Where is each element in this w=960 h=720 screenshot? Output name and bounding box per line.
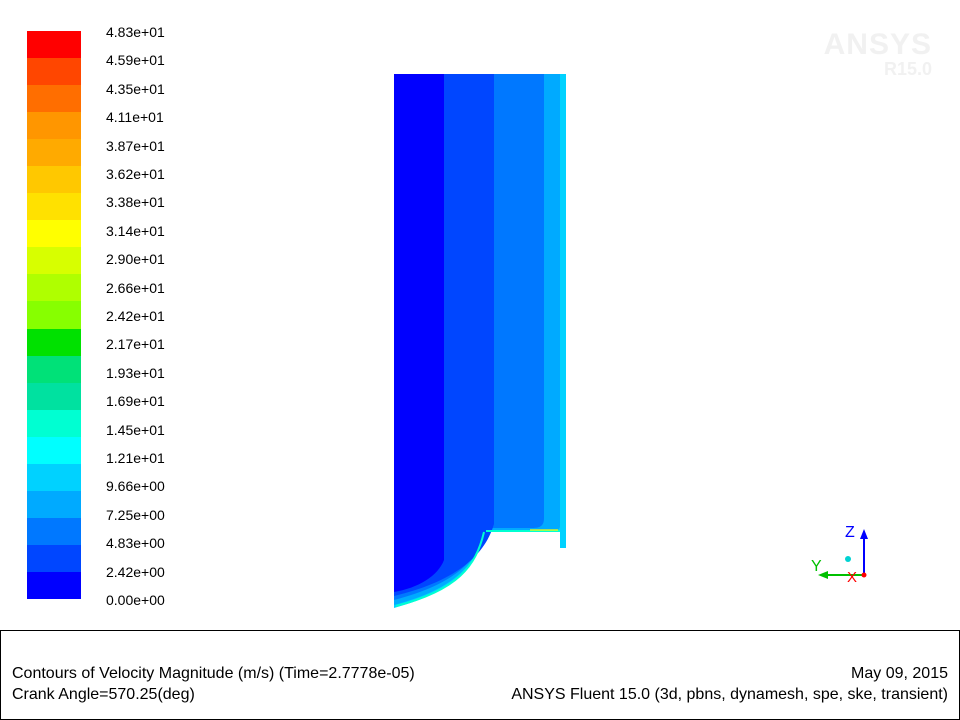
color-legend-swatch [27, 58, 81, 86]
solver-info: ANSYS Fluent 15.0 (3d, pbns, dynamesh, s… [511, 686, 948, 703]
color-legend-labels: 4.83e+01 4.59e+01 4.35e+01 4.11e+01 3.87e+01… [106, 0, 226, 620]
color-legend-label: 3.87e+01 [106, 137, 165, 154]
color-legend-swatch [27, 436, 81, 465]
y-axis-label: Y [811, 558, 822, 575]
crank-angle-text: Crank Angle=570.25(deg) [12, 686, 195, 703]
x-axis-label: X [847, 569, 857, 586]
color-legend-label: 9.66e+00 [106, 478, 165, 495]
y-axis-arrowhead [818, 571, 828, 579]
color-legend-swatch [27, 490, 81, 519]
color-legend-swatch [27, 247, 81, 275]
color-legend-label: 2.17e+01 [106, 336, 165, 353]
color-legend-label: 1.45e+01 [106, 421, 165, 438]
color-legend-label: 2.42e+00 [106, 563, 165, 580]
color-legend-swatch [27, 517, 81, 546]
plot-date: May 09, 2015 [851, 665, 948, 682]
plot-title: Contours of Velocity Magnitude (m/s) (Ti… [12, 665, 415, 682]
color-legend-swatch [27, 382, 81, 411]
color-legend-label: 4.35e+01 [106, 80, 165, 97]
color-legend-swatch [27, 220, 81, 248]
contour-edge-lower-wall [395, 531, 485, 607]
color-legend-label: 1.21e+01 [106, 450, 165, 466]
axis-origin-dot [845, 556, 851, 562]
color-legend-swatch [27, 301, 81, 330]
color-legend-label: 2.42e+01 [106, 308, 165, 324]
plot-info-footer: Contours of Velocity Magnitude (m/s) (Ti… [0, 630, 960, 720]
color-legend-swatch [27, 193, 81, 221]
watermark-version: R15.0 [883, 59, 932, 79]
color-legend-swatch [27, 571, 81, 600]
color-legend-label: 4.83e+01 [106, 24, 165, 40]
watermark-brand: ANSYS [823, 28, 932, 61]
color-legend-label: 3.14e+01 [106, 222, 165, 239]
color-legend-swatch [27, 166, 81, 194]
color-legend-swatch [27, 274, 81, 302]
color-legend-swatch [27, 355, 81, 384]
color-legend-label: 1.69e+01 [106, 393, 165, 410]
color-legend-swatch [27, 112, 81, 140]
color-legend-label: 3.38e+01 [106, 194, 165, 211]
color-legend-swatch [27, 85, 81, 113]
contour-core [394, 74, 444, 592]
color-legend-label: 3.62e+01 [106, 166, 165, 182]
color-legend-label: 2.90e+01 [106, 251, 165, 268]
axis-triad[interactable]: Z Y X [800, 515, 880, 595]
color-legend-label: 4.59e+01 [106, 52, 165, 69]
color-legend-label: 4.11e+01 [106, 109, 164, 126]
velocity-contour-plot[interactable] [380, 60, 580, 620]
z-axis-label: Z [845, 524, 855, 541]
color-legend-swatch [27, 31, 81, 59]
ansys-watermark: ANSYS R15.0 [823, 28, 932, 79]
color-legend-label: 7.25e+00 [106, 506, 165, 523]
color-legend-label: 4.83e+00 [106, 535, 165, 552]
z-axis-arrowhead [860, 529, 868, 539]
color-legend-swatch [27, 409, 81, 438]
color-legend-swatch [27, 463, 81, 492]
color-legend-bar [27, 31, 81, 600]
color-legend-label: 1.93e+01 [106, 364, 165, 381]
color-legend-label: 0.00e+00 [106, 592, 165, 608]
color-legend-swatch [27, 139, 81, 167]
color-legend-label: 2.66e+01 [106, 279, 165, 296]
x-axis-dot [861, 572, 867, 578]
color-legend-swatch [27, 544, 81, 573]
color-legend-swatch [27, 328, 81, 357]
